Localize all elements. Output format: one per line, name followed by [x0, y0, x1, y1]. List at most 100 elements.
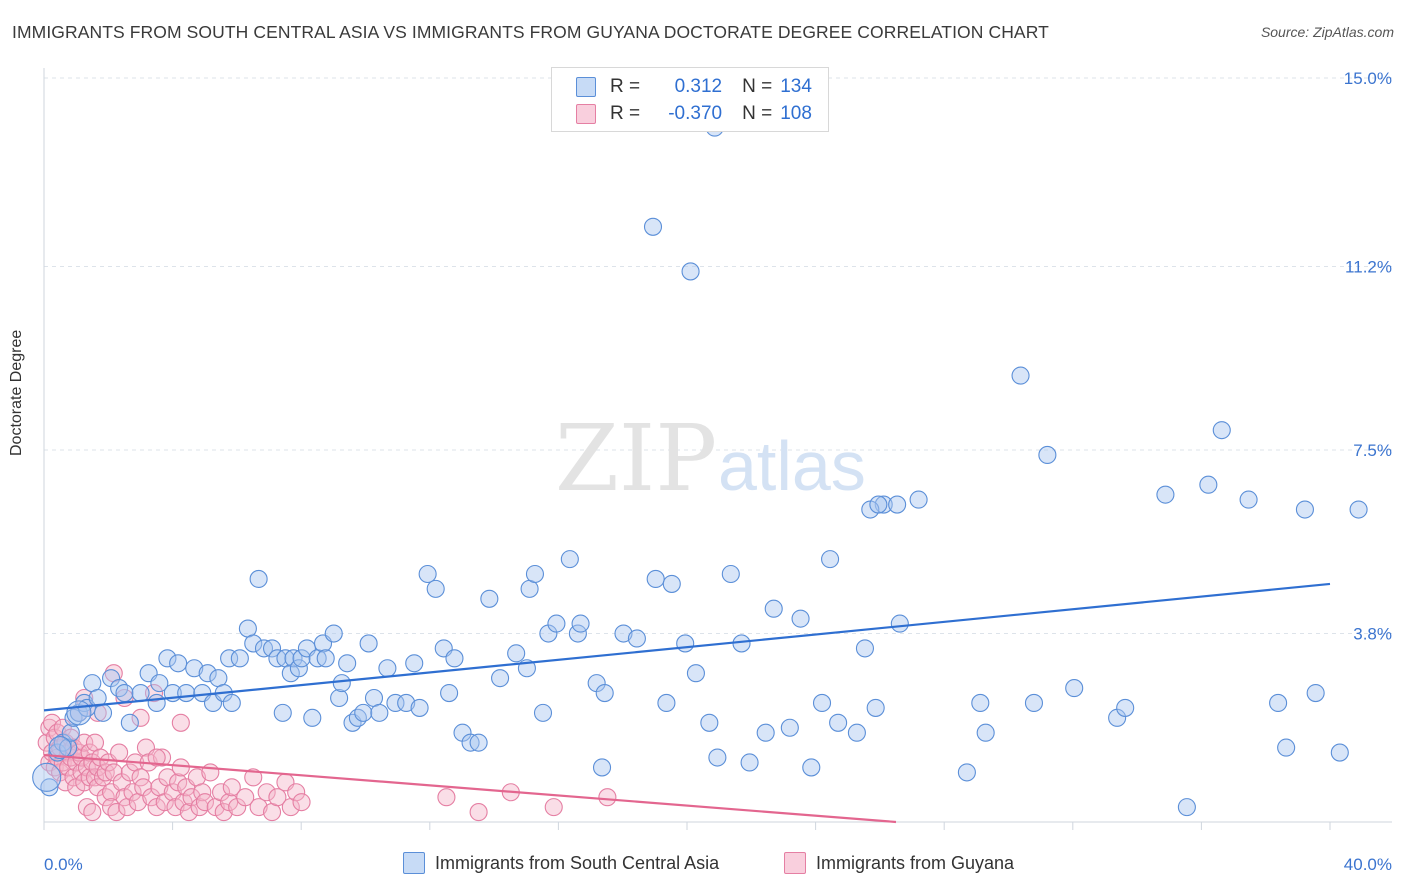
legend-r-value: 0.312	[674, 76, 723, 97]
point-guyana	[257, 783, 276, 802]
point-south-central-asia	[756, 723, 775, 742]
point-south-central-asia	[780, 718, 799, 737]
point-south-central-asia	[957, 763, 976, 782]
point-south-central-asia	[386, 693, 405, 713]
point-south-central-asia	[480, 589, 499, 608]
point-south-central-asia	[1116, 698, 1135, 717]
point-south-central-asia	[681, 262, 700, 281]
point-south-central-asia	[93, 703, 113, 722]
point-south-central-asia	[491, 669, 510, 688]
point-guyana	[75, 733, 94, 752]
point-guyana	[131, 708, 150, 727]
point-south-central-asia	[1038, 445, 1057, 465]
point-south-central-asia	[303, 708, 322, 727]
point-guyana	[83, 803, 102, 822]
bottom-legend-label: Immigrants from South Central Asia	[435, 852, 720, 873]
point-south-central-asia	[177, 683, 196, 703]
point-south-central-asia	[198, 664, 217, 683]
bottom-legend-swatch-blue	[403, 852, 425, 874]
point-south-central-asia	[847, 723, 866, 742]
point-south-central-asia	[1024, 693, 1044, 713]
point-south-central-asia	[316, 649, 335, 668]
point-south-central-asia	[646, 569, 665, 589]
point-guyana	[268, 788, 287, 807]
point-south-central-asia	[866, 698, 885, 717]
point-south-central-asia	[1306, 683, 1325, 703]
point-south-central-asia	[829, 713, 848, 732]
point-south-central-asia	[686, 664, 705, 683]
point-guyana	[110, 743, 129, 762]
point-guyana	[179, 803, 198, 822]
point-south-central-asia	[909, 490, 928, 509]
point-guyana	[96, 788, 115, 807]
point-south-central-asia	[64, 708, 83, 727]
trend-line-south-central-asia	[43, 582, 1331, 712]
point-guyana	[469, 803, 488, 822]
point-guyana	[244, 768, 263, 787]
chart-title: IMMIGRANTS FROM SOUTH CENTRAL ASIA VS IM…	[12, 22, 1049, 42]
point-south-central-asia	[66, 700, 92, 726]
point-south-central-asia	[249, 569, 268, 589]
point-south-central-asia	[222, 693, 241, 713]
point-south-central-asia	[890, 614, 909, 633]
point-guyana	[201, 763, 220, 782]
point-south-central-asia	[61, 723, 80, 742]
point-south-central-asia	[1295, 500, 1314, 519]
point-south-central-asia	[560, 550, 579, 569]
point-south-central-asia	[348, 708, 367, 727]
point-south-central-asia	[888, 495, 907, 514]
point-south-central-asia	[708, 748, 727, 767]
point-south-central-asia	[220, 649, 239, 668]
grid-lines	[44, 77, 1392, 635]
point-south-central-asia	[507, 644, 526, 663]
legend: R = 0.312 N = 134 R = -0.370 N = 108	[551, 67, 829, 132]
point-south-central-asia	[273, 703, 292, 722]
point-south-central-asia	[359, 634, 378, 653]
legend-swatch-blue	[576, 77, 596, 97]
y-axis-label: Doctorate Degree	[8, 329, 25, 456]
point-south-central-asia	[627, 629, 646, 648]
legend-n-label: N =	[742, 76, 773, 97]
watermark: ZIP atlas	[555, 405, 866, 512]
point-south-central-asia	[1277, 738, 1296, 757]
point-guyana	[77, 798, 96, 817]
point-south-central-asia	[821, 550, 840, 569]
point-south-central-asia	[131, 683, 150, 703]
point-guyana	[222, 778, 241, 797]
point-south-central-asia	[1199, 475, 1218, 494]
point-guyana	[249, 798, 268, 817]
point-south-central-asia	[378, 659, 397, 678]
point-south-central-asia	[614, 624, 633, 643]
point-south-central-asia	[115, 683, 134, 703]
y-tick-label: 11.2%	[1345, 257, 1392, 276]
y-tick-label: 7.5%	[1353, 441, 1392, 460]
point-south-central-asia	[643, 217, 663, 236]
point-south-central-asia	[244, 634, 263, 653]
point-south-central-asia	[547, 614, 566, 633]
point-south-central-asia	[855, 639, 874, 658]
point-guyana	[75, 773, 94, 792]
point-guyana	[123, 783, 142, 802]
bottom-legend-label: Immigrants from Guyana	[816, 852, 1015, 873]
point-south-central-asia	[595, 683, 614, 703]
legend-swatch-pink	[576, 104, 596, 124]
point-south-central-asia	[338, 654, 357, 673]
point-south-central-asia	[332, 674, 351, 693]
point-south-central-asia	[976, 723, 995, 742]
point-guyana	[107, 803, 126, 822]
point-guyana	[120, 763, 139, 782]
point-south-central-asia	[405, 654, 424, 673]
point-guyana	[190, 798, 209, 817]
point-south-central-asia	[571, 614, 590, 633]
legend-n-label: N =	[742, 103, 773, 124]
legend-row-guyana: R = -0.370 N = 108	[576, 103, 812, 125]
point-south-central-asia	[324, 624, 343, 643]
y-tick-label: 3.8%	[1353, 625, 1392, 644]
source-label: Source: ZipAtlas.com	[1260, 24, 1394, 40]
point-south-central-asia	[1349, 500, 1368, 519]
legend-r-label: R =	[610, 76, 641, 97]
point-guyana	[292, 793, 311, 812]
legend-n-value: 108	[780, 103, 812, 124]
point-south-central-asia	[1269, 693, 1288, 713]
